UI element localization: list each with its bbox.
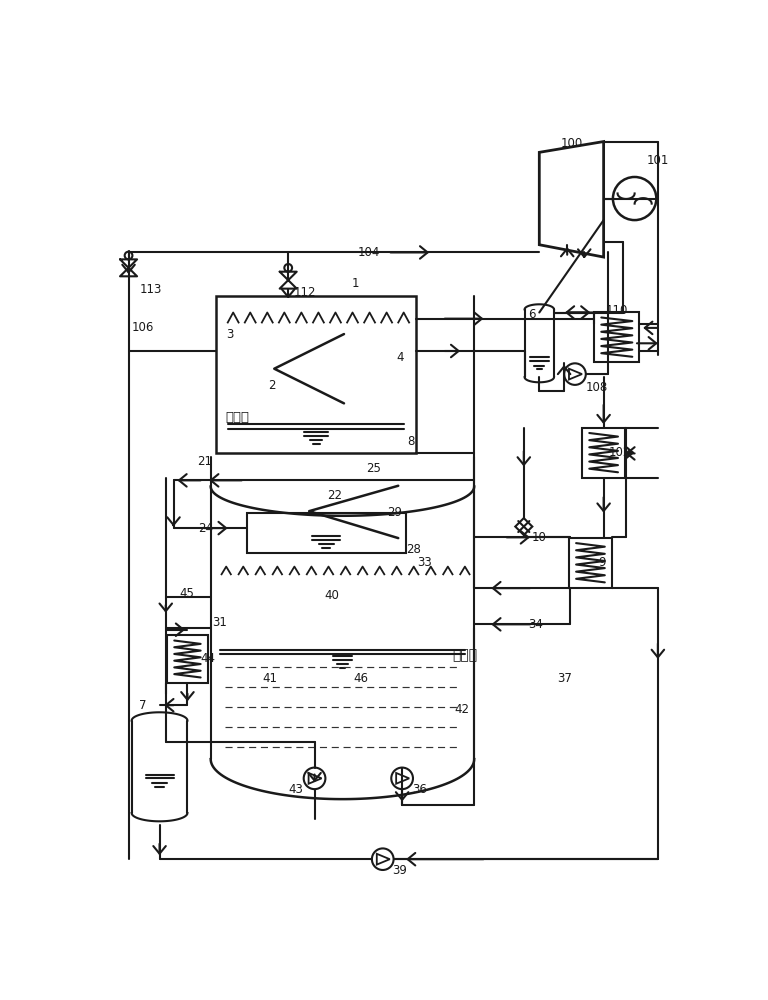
Text: 106: 106	[131, 321, 154, 334]
Text: 112: 112	[293, 286, 316, 299]
Text: 108: 108	[586, 381, 608, 394]
Bar	[569, 538, 612, 588]
Text: 2: 2	[268, 379, 276, 392]
Bar	[594, 312, 639, 362]
Text: 100: 100	[561, 137, 583, 150]
Text: 9: 9	[598, 556, 606, 569]
Text: 3: 3	[227, 328, 233, 341]
Text: 吸收器: 吸收器	[226, 411, 250, 424]
Text: 7: 7	[139, 699, 146, 712]
Text: 102: 102	[609, 446, 631, 459]
Text: 113: 113	[140, 283, 162, 296]
Text: 21: 21	[197, 455, 212, 468]
Text: 24: 24	[198, 522, 214, 535]
Text: 31: 31	[212, 616, 227, 629]
Text: 43: 43	[288, 783, 303, 796]
Text: 29: 29	[386, 506, 402, 519]
Text: 104: 104	[358, 246, 380, 259]
Text: 4: 4	[397, 351, 404, 364]
Text: 39: 39	[392, 864, 407, 877]
Text: 45: 45	[180, 587, 194, 600]
Text: 110: 110	[606, 304, 628, 317]
Text: 101: 101	[646, 154, 669, 167]
Text: 28: 28	[406, 543, 421, 556]
Text: 33: 33	[418, 556, 432, 569]
Text: 8: 8	[408, 435, 415, 448]
Text: 发生器: 发生器	[452, 648, 478, 662]
Text: 34: 34	[528, 618, 543, 631]
Bar	[582, 428, 625, 478]
Text: 1: 1	[352, 277, 359, 290]
Text: 41: 41	[263, 672, 277, 685]
Text: 37: 37	[557, 672, 572, 685]
Text: 44: 44	[200, 652, 216, 666]
Text: 10: 10	[531, 531, 546, 544]
Text: 25: 25	[366, 462, 381, 475]
Text: 6: 6	[528, 308, 536, 321]
Bar	[167, 635, 207, 683]
Text: 40: 40	[325, 589, 339, 602]
Bar	[247, 513, 406, 553]
Text: 36: 36	[412, 783, 427, 796]
Text: 22: 22	[327, 489, 342, 502]
Bar	[216, 296, 416, 453]
Text: 42: 42	[454, 703, 469, 716]
Text: 46: 46	[353, 672, 369, 685]
